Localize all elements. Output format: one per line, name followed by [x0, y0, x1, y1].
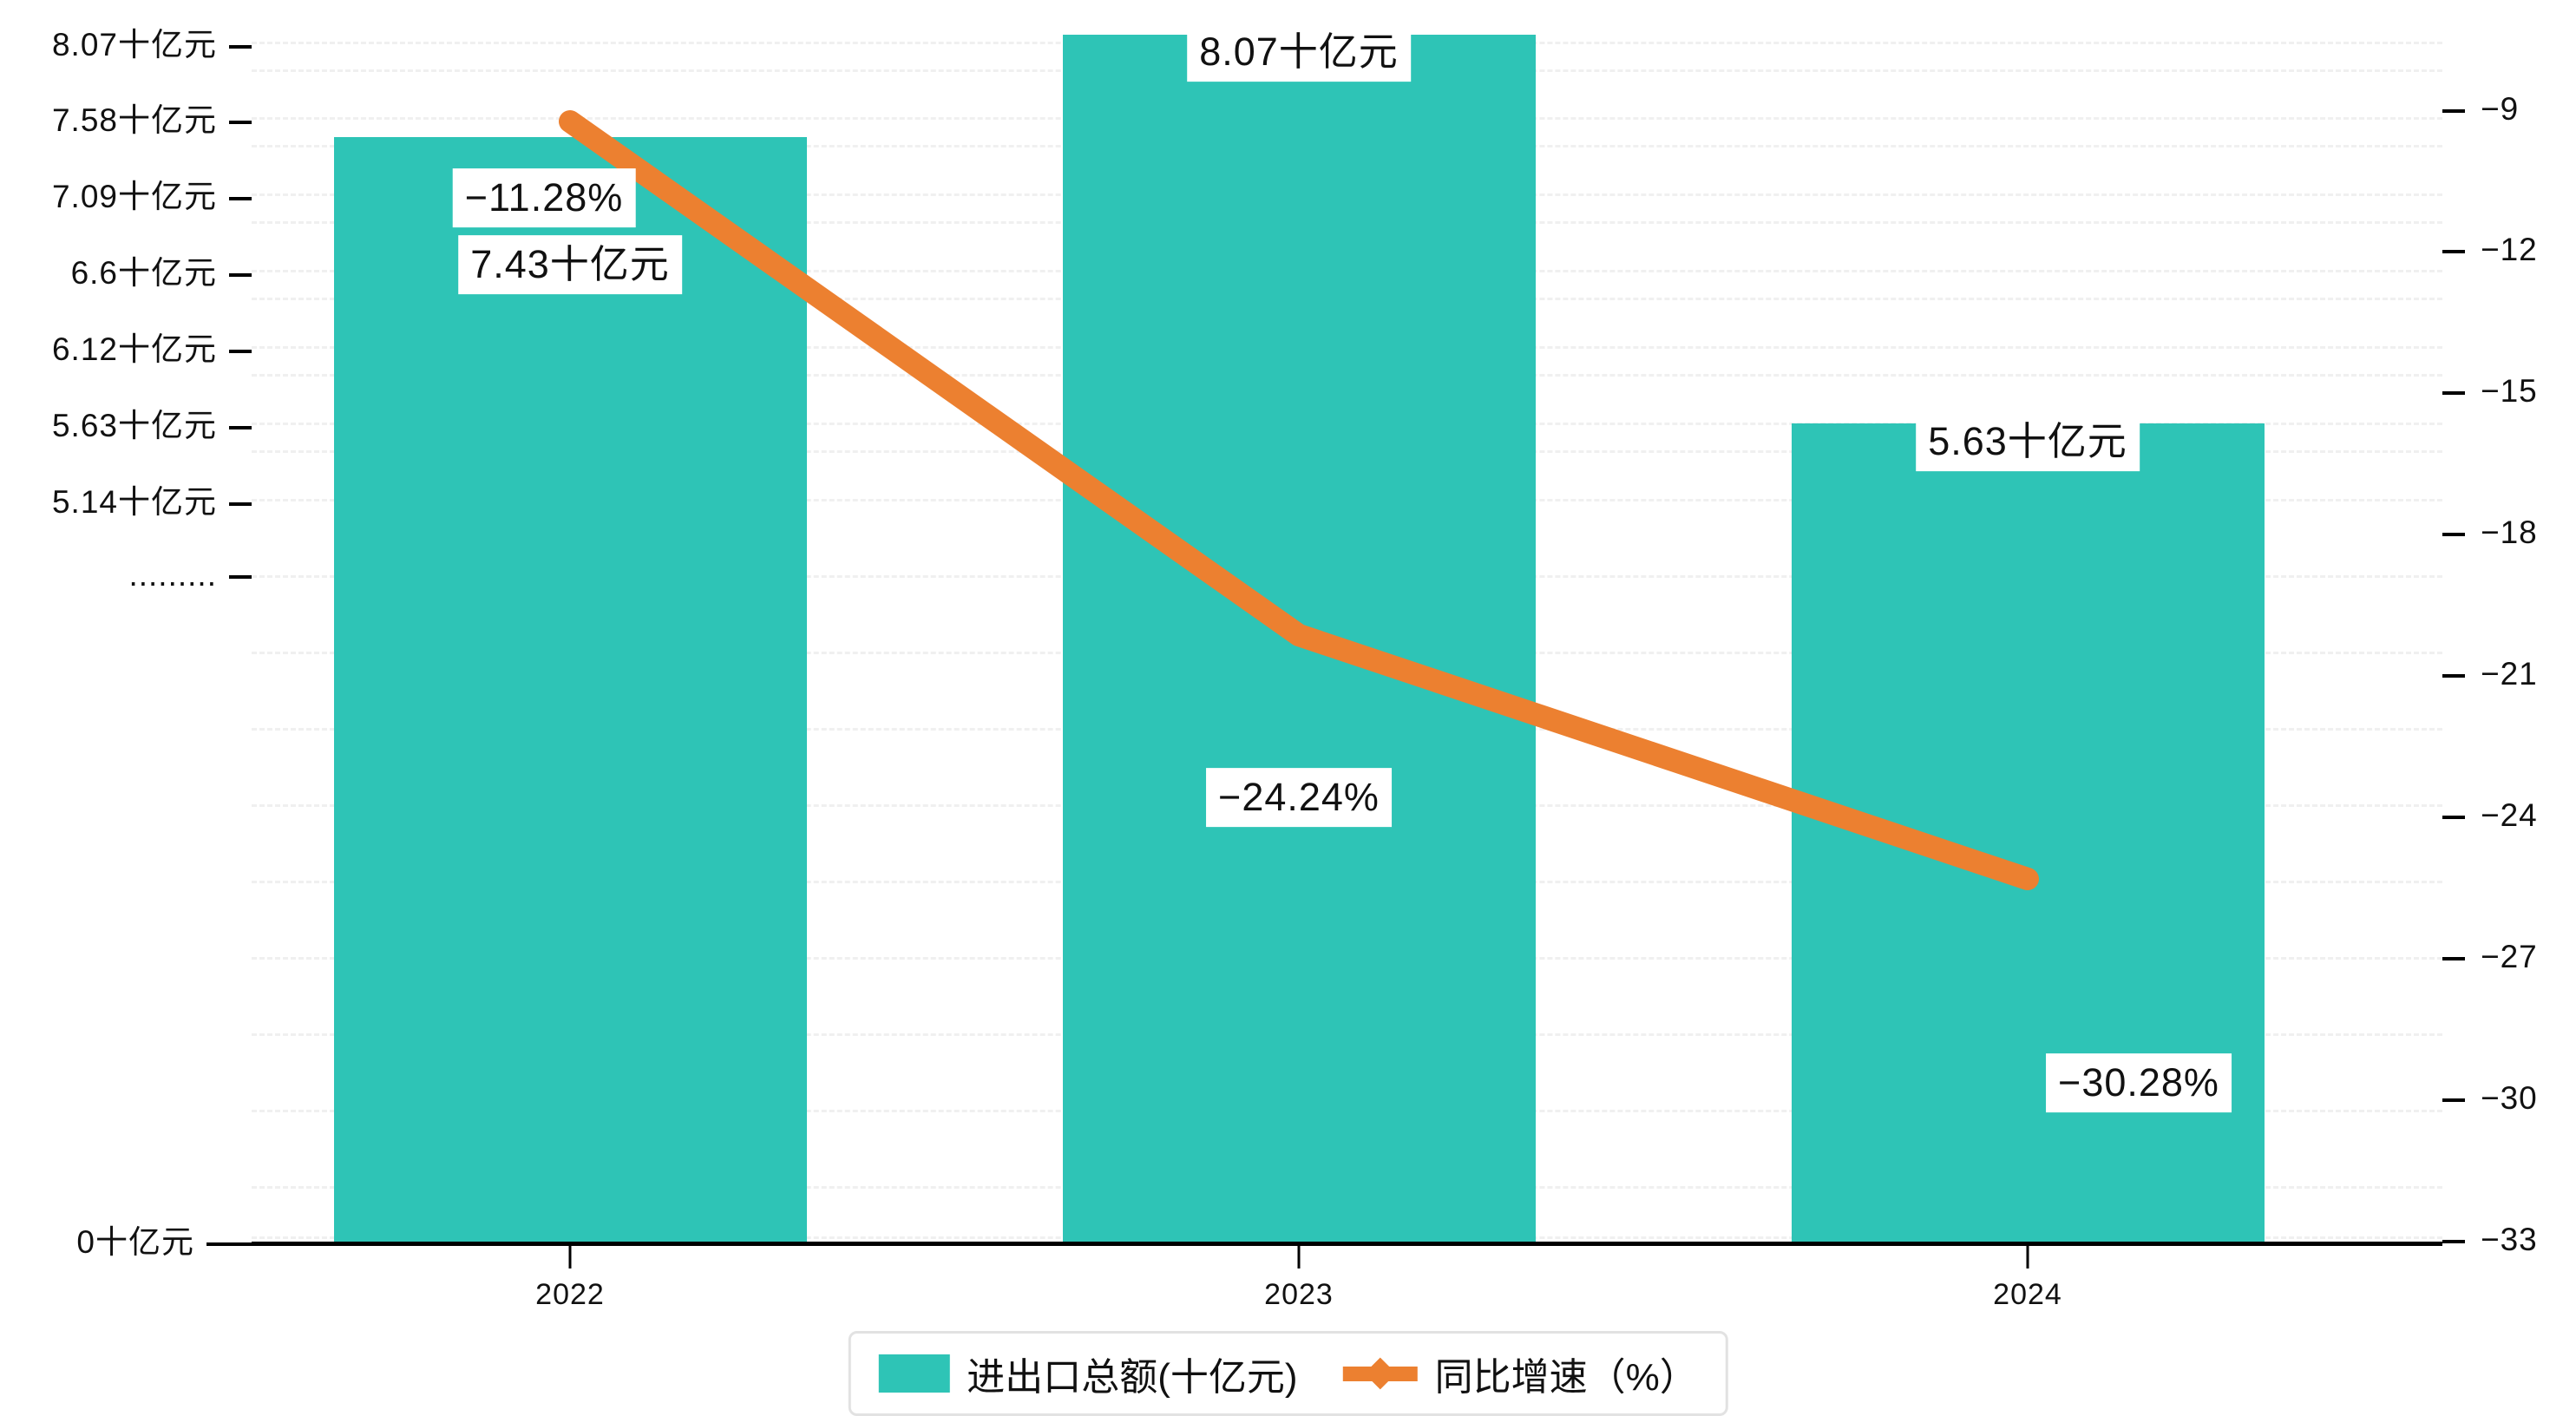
right-axis-tick-label: −24 — [2481, 797, 2538, 833]
right-axis-tick-label: −21 — [2481, 656, 2538, 692]
left-axis-tick: 5.63十亿元 — [52, 399, 252, 446]
left-axis-tick: 7.09十亿元 — [52, 170, 252, 217]
x-axis-tick-2023 — [1297, 1246, 1301, 1268]
left-axis-tick: 8.07十亿元 — [52, 18, 252, 65]
bar-2022[interactable] — [334, 137, 807, 1243]
left-axis-tick: 7.58十亿元 — [52, 94, 252, 141]
right-axis-tick-label: −9 — [2481, 91, 2520, 127]
left-axis-tick-label: 7.58十亿元 — [51, 102, 217, 138]
bar-value-label-2023: 8.07十亿元 — [1187, 23, 1411, 82]
left-value-axis: 8.07十亿元 7.58十亿元 7.09十亿元 6.6十亿元 6.12十亿元 5… — [0, 0, 252, 1416]
right-axis-tick: −15 — [2442, 373, 2538, 410]
right-axis-tick-label: −27 — [2481, 939, 2538, 974]
left-axis-tick-label: 5.63十亿元 — [51, 408, 217, 443]
left-axis-tick: 6.12十亿元 — [52, 323, 252, 370]
tick-mark — [2442, 533, 2465, 537]
left-axis-tick-break: ......... — [128, 557, 252, 593]
tick-mark — [2442, 1098, 2465, 1103]
growth-label-2023: −24.24% — [1206, 768, 1392, 827]
growth-label-2022: −11.28% — [452, 168, 636, 227]
left-axis-tick-label: 5.14十亿元 — [51, 484, 217, 520]
left-axis-tick-label: 7.09十亿元 — [51, 179, 217, 214]
right-axis-tick-label: −12 — [2481, 232, 2538, 267]
tick-mark — [2442, 816, 2465, 820]
x-axis-tick-2024 — [2026, 1246, 2029, 1268]
legend-diamond-marker-icon — [1364, 1357, 1396, 1390]
growth-line-series — [559, 110, 2039, 890]
tick-mark — [229, 502, 252, 507]
bar-value-label-2022: 7.43十亿元 — [458, 235, 682, 294]
tick-mark — [2442, 109, 2465, 114]
x-axis-label-2023: 2023 — [1264, 1278, 1334, 1311]
chart-legend: 进出口总额(十亿元) 同比增速（%） — [848, 1331, 1728, 1416]
left-axis-tick: 5.14十亿元 — [52, 475, 252, 522]
left-axis-tick-label: 6.6十亿元 — [70, 255, 217, 291]
legend-line-label: 同比增速（%） — [1434, 1356, 1698, 1399]
tick-mark — [2442, 674, 2465, 678]
tick-mark — [229, 45, 252, 49]
tick-mark — [2442, 250, 2465, 254]
right-axis-tick: −18 — [2442, 515, 2538, 551]
x-axis-line — [252, 1242, 2442, 1246]
legend-item-bar[interactable]: 进出口总额(十亿元) — [878, 1346, 1298, 1401]
left-axis-tick-label: 6.12十亿元 — [51, 331, 217, 367]
right-axis-tick: −12 — [2442, 232, 2538, 268]
growth-label-2024: −30.28% — [2046, 1053, 2232, 1112]
right-axis-tick: −9 — [2442, 91, 2519, 128]
right-axis-tick-label: −33 — [2481, 1222, 2538, 1257]
right-axis-tick-label: −15 — [2481, 373, 2538, 409]
right-axis-tick-label: −18 — [2481, 515, 2538, 550]
x-axis-label-2024: 2024 — [1993, 1278, 2062, 1311]
tick-mark — [206, 1242, 252, 1247]
tick-mark — [229, 575, 252, 580]
growth-line[interactable] — [559, 110, 2039, 890]
legend-item-line[interactable]: 同比增速（%） — [1342, 1346, 1698, 1401]
tick-mark — [229, 273, 252, 278]
right-axis-tick: −30 — [2442, 1080, 2538, 1117]
left-axis-tick-label: 8.07十亿元 — [51, 27, 217, 62]
x-axis-tick-2022 — [568, 1246, 572, 1268]
legend-bar-label: 进出口总额(十亿元) — [967, 1356, 1298, 1399]
left-axis-tick-label: ......... — [128, 557, 217, 593]
right-axis-tick-label: −30 — [2481, 1080, 2538, 1116]
left-axis-tick-label: 0十亿元 — [76, 1224, 194, 1260]
x-axis-label-2022: 2022 — [535, 1278, 605, 1311]
tick-mark — [229, 426, 252, 430]
tick-mark — [2442, 391, 2465, 396]
right-axis-tick: −27 — [2442, 939, 2538, 975]
right-value-axis: −9 −12 −15 −18 −21 −24 −27 −30 −33 — [2442, 0, 2576, 1416]
tick-mark — [229, 197, 252, 201]
right-axis-tick: −24 — [2442, 797, 2538, 834]
tick-mark — [2442, 957, 2465, 961]
right-axis-tick: −33 — [2442, 1222, 2538, 1258]
tick-mark — [229, 121, 252, 125]
legend-line-swatch-icon — [1342, 1354, 1418, 1393]
tick-mark — [229, 350, 252, 354]
right-axis-tick: −21 — [2442, 656, 2538, 692]
left-axis-tick: 0十亿元 — [76, 1216, 252, 1262]
left-axis-tick: 6.6十亿元 — [71, 246, 252, 293]
tick-mark — [2442, 1240, 2465, 1244]
legend-bar-swatch-icon — [878, 1354, 950, 1393]
bar-value-label-2024: 5.63十亿元 — [1916, 412, 2140, 471]
